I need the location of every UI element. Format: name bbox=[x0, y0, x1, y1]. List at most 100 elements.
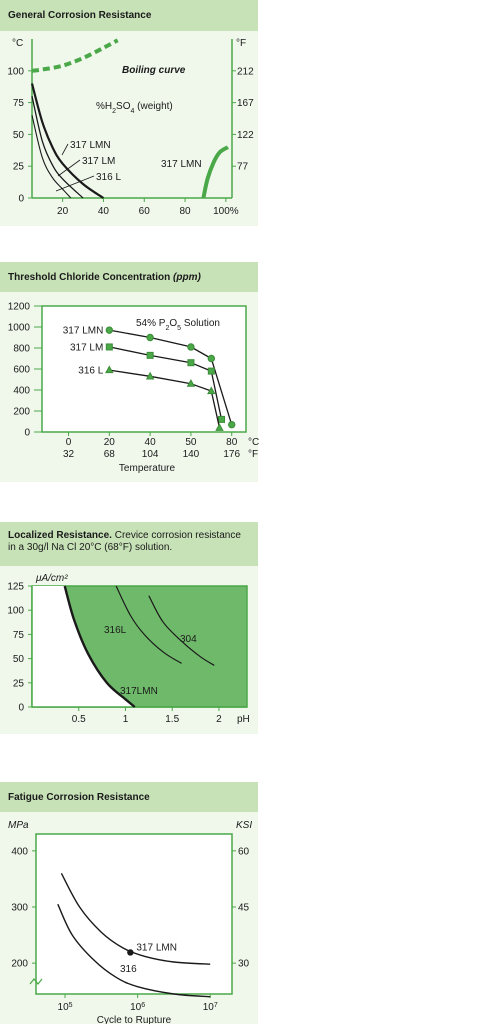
chart2-xtick-f-label: 104 bbox=[142, 449, 159, 460]
chart3-ytick-label: 25 bbox=[13, 678, 25, 689]
chart1-series-label: 317 LM bbox=[82, 156, 115, 167]
chart2-xtick-f-label: 140 bbox=[183, 449, 200, 460]
chart4-point-marker bbox=[127, 949, 134, 956]
chart1-series-leader bbox=[55, 175, 95, 192]
chart1-series-label: 317 LMN bbox=[70, 140, 111, 151]
chart2-title-main: Threshold Chloride Concentration bbox=[8, 272, 171, 283]
chart1-ytick-left-label: 100 bbox=[7, 66, 24, 77]
chart1-series-line bbox=[30, 83, 105, 199]
chart3-xtick-label: 2 bbox=[216, 714, 222, 725]
chart1-right-curve bbox=[201, 145, 230, 199]
chart3-xtick-label: 1 bbox=[123, 714, 129, 725]
chart2-xtick-f-label: 68 bbox=[104, 449, 116, 460]
chart2-ytick-label: 200 bbox=[13, 407, 30, 418]
chart3-svg: μA/cm² 0 25 50 75 100 125 0.5 1 1.5 2 pH 317LMN 316L 3… bbox=[0, 566, 258, 734]
chart1-boiling-label: Boiling curve bbox=[122, 65, 186, 76]
chart2-ytick-label: 400 bbox=[13, 386, 30, 397]
chart3-series-label: 317LMN bbox=[120, 686, 158, 697]
chart1-xtick-label: 40 bbox=[98, 206, 110, 217]
chart2-xtick-c-label: 40 bbox=[145, 437, 157, 448]
chart2-series-label: 317 LM bbox=[70, 342, 103, 353]
chart3-ytick-label: 50 bbox=[13, 654, 25, 665]
chart4-series-line bbox=[57, 903, 211, 998]
chart4-header: Fatigue Corrosion Resistance bbox=[0, 782, 258, 812]
chart2-header: Threshold Chloride Concentration (ppm) bbox=[0, 262, 258, 292]
chart1-xtick-label: 80 bbox=[179, 206, 191, 217]
chart1-xtick-label: 20 bbox=[57, 206, 69, 217]
chart2-point-square bbox=[207, 367, 215, 375]
chart2-xtick-c-label: 0 bbox=[66, 437, 72, 448]
chart4-axis-break bbox=[29, 978, 43, 985]
chart1-ytick-left-label: 75 bbox=[13, 98, 25, 109]
chart4-title: Fatigue Corrosion Resistance bbox=[8, 792, 150, 803]
chart2-ytick-label: 0 bbox=[24, 428, 30, 439]
chart4-ytick-right-label: 30 bbox=[238, 959, 250, 970]
chart2-point-triangle bbox=[207, 386, 216, 395]
chart2-point-square bbox=[187, 359, 195, 367]
chart4-ylabel-right: KSI bbox=[236, 820, 252, 831]
chart2-xtick-f-label: 32 bbox=[63, 449, 75, 460]
chart2-point-triangle bbox=[145, 371, 155, 380]
chart2-point-circle bbox=[146, 333, 154, 342]
chart2-title-suffix: (ppm) bbox=[173, 272, 201, 283]
chart1-header: General Corrosion Resistance bbox=[0, 0, 258, 31]
chart1-series-line bbox=[31, 96, 84, 199]
chart2-point-circle bbox=[105, 326, 114, 334]
chart4-ytick-right-label: 60 bbox=[238, 846, 250, 857]
chart1-ytick-right-label: 77 bbox=[237, 162, 249, 173]
chart4-plot-frame bbox=[35, 833, 233, 995]
chart3-xtick-label: 1.5 bbox=[165, 714, 179, 725]
chart1-ytick-left-label: 25 bbox=[13, 162, 25, 173]
chart2-point-circle bbox=[207, 354, 216, 363]
chart1-ytick-right-label: 122 bbox=[237, 130, 254, 141]
chart3-subtitle: Crevice corrosion resistance in a 30g/l … bbox=[8, 530, 241, 553]
chart3-title-main: Localized Resistance. bbox=[8, 530, 112, 541]
chart1-series-label: 316 L bbox=[96, 172, 121, 183]
chart3-series-line bbox=[148, 595, 215, 666]
chart2-point-square bbox=[146, 351, 154, 359]
chart3-title: Localized Resistance. Crevice corrosion … bbox=[8, 530, 248, 554]
chart4-ytick-left-label: 200 bbox=[11, 959, 28, 970]
chart2-ytick-label: 600 bbox=[13, 365, 30, 376]
chart1-ylabel-right: °F bbox=[236, 38, 246, 49]
chart3-ytick-label: 75 bbox=[13, 630, 25, 641]
chart1-ytick-left-label: 50 bbox=[13, 130, 25, 141]
chart1-svg: °C °F 0 25 50 75 100 77 122 167 212 20 40 60 80 100% %H2… bbox=[0, 31, 258, 226]
chart1-boiling-curve bbox=[31, 38, 119, 73]
chart2-xtick-c-label: 20 bbox=[104, 437, 116, 448]
chart4-xlabel: Cycle to Rupture bbox=[97, 1015, 172, 1024]
chart4-xtick-label: 106 bbox=[130, 1002, 145, 1014]
chart4-ytick-right-label: 45 bbox=[238, 902, 250, 913]
chart2-point-circle bbox=[187, 343, 195, 351]
chart3-xtick-label: 0.5 bbox=[72, 714, 86, 725]
chart2-xtick-c-label: 50 bbox=[185, 437, 197, 448]
chart3-ylabel: μA/cm² bbox=[35, 573, 68, 584]
chart2-point-triangle bbox=[105, 365, 114, 374]
chart2-point-square bbox=[218, 415, 226, 423]
chart3-ytick-label: 100 bbox=[7, 606, 24, 617]
chart1-series-line bbox=[31, 115, 72, 199]
chart3-header: Localized Resistance. Crevice corrosion … bbox=[0, 522, 258, 566]
chart2-svg: 0200400600800100012000322068401045014080… bbox=[0, 292, 259, 482]
chart1-xlabel-annotation: %H2SO4 (weight) bbox=[96, 101, 173, 115]
chart2-title: Threshold Chloride Concentration (ppm) bbox=[8, 272, 201, 284]
chart2-point-circle bbox=[228, 420, 236, 429]
chart1-series-leader bbox=[57, 159, 81, 177]
chart2-annotation: 54% P2O5 Solution bbox=[136, 318, 220, 332]
chart2-series-label: 317 LMN bbox=[63, 326, 104, 337]
chart3-ytick-label: 125 bbox=[7, 582, 24, 593]
chart1-xtick-label: 60 bbox=[139, 206, 151, 217]
chart1-right-curve-label: 317 LMN bbox=[161, 159, 202, 170]
chart1-ytick-left-label: 0 bbox=[18, 194, 24, 205]
chart2-point-triangle bbox=[186, 379, 196, 387]
chart4-ylabel-left: MPa bbox=[8, 820, 29, 831]
chart3-series-line bbox=[63, 585, 136, 708]
chart1-ytick-right-label: 212 bbox=[237, 66, 254, 77]
chart2-point-square bbox=[105, 343, 113, 351]
chart2-xlabel: Temperature bbox=[119, 463, 176, 474]
chart1-ylabel-left: °C bbox=[12, 38, 23, 49]
chart4-xtick-label: 107 bbox=[203, 1002, 218, 1014]
chart2-xtick-c-label: 80 bbox=[226, 437, 238, 448]
chart4-xtick-label: 105 bbox=[58, 1002, 73, 1014]
chart3-xlabel: pH bbox=[237, 714, 250, 725]
